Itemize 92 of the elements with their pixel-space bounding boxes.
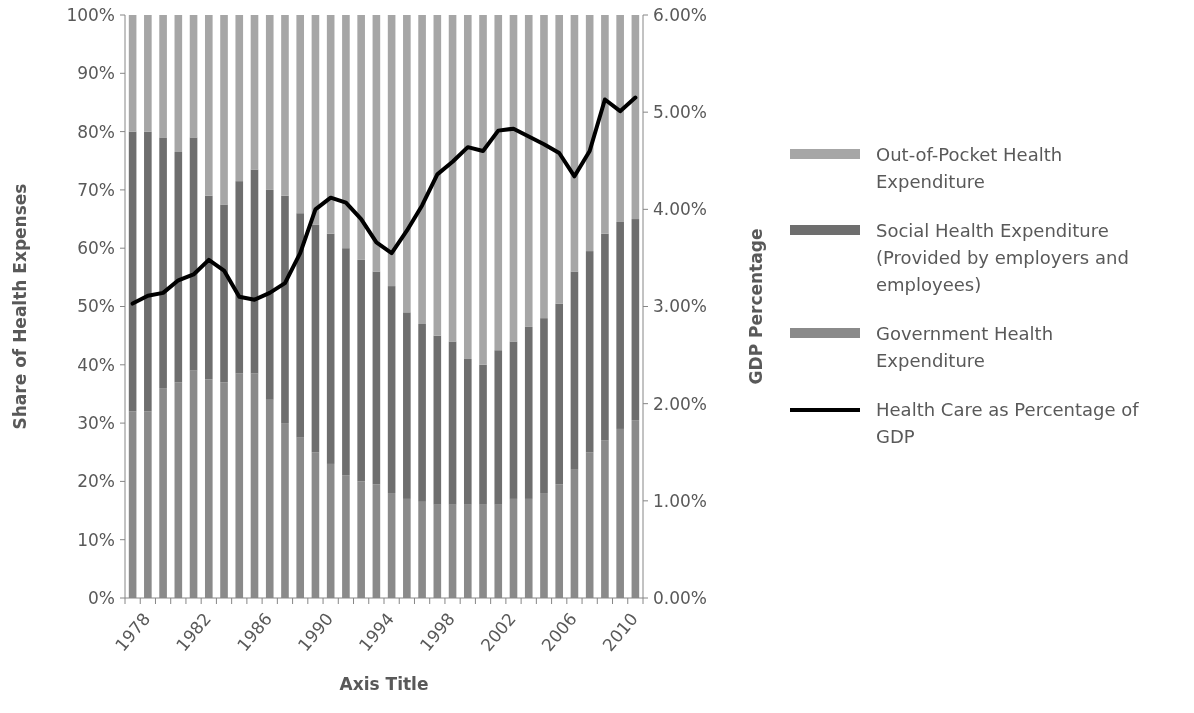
bar [433, 15, 442, 336]
legend-label: Health Care as Percentage of GDP [876, 399, 1140, 448]
bar [418, 323, 426, 502]
bar [433, 335, 442, 505]
bar [311, 224, 320, 453]
bar [448, 15, 457, 342]
y-tick-label: 60% [77, 238, 115, 259]
bar [326, 15, 335, 234]
bar [403, 312, 411, 499]
bar [524, 15, 533, 327]
bar [296, 15, 305, 214]
legend-label: Government Health Expenditure [876, 323, 1054, 372]
bar [265, 15, 274, 190]
bar [570, 15, 579, 272]
bar [463, 15, 472, 359]
y-tick-label: 0% [88, 587, 115, 608]
bar [204, 195, 213, 380]
y2-tick-label: 4.00% [653, 199, 708, 220]
bar [631, 219, 640, 421]
y-tick-label: 70% [77, 179, 115, 200]
y2-tick-label: 0.00% [653, 587, 708, 608]
y2-tick-label: 3.00% [653, 296, 708, 317]
bar [494, 350, 503, 505]
bar [174, 15, 183, 153]
bar [631, 15, 640, 220]
y2-tick-label: 2.00% [653, 393, 708, 414]
bar [509, 15, 518, 342]
y-tick-label: 30% [77, 413, 115, 434]
bar [159, 15, 167, 138]
bar [265, 189, 274, 400]
bar [342, 15, 350, 249]
bar [387, 15, 396, 287]
bar [357, 15, 365, 260]
bar [144, 131, 152, 412]
y-tick-label: 20% [77, 471, 115, 492]
bar [128, 15, 137, 132]
bar [281, 195, 289, 424]
legend-label: Out-of-Pocket Health Expenditure [876, 144, 1063, 193]
bar [372, 271, 381, 485]
bar [509, 341, 518, 499]
bar [555, 15, 564, 304]
bar [174, 152, 183, 383]
bar [281, 15, 289, 196]
bar [357, 259, 365, 482]
bar [296, 213, 305, 438]
bar [524, 326, 533, 499]
x-axis-title: Axis Title [339, 674, 429, 694]
y-axis-title: Share of Health Expenses [10, 183, 30, 430]
bar [235, 181, 244, 374]
legend-label: Social Health Expenditure (Provided by employers and employees) [876, 220, 1129, 296]
bar [479, 364, 487, 505]
bar [601, 233, 609, 441]
bar [403, 15, 411, 313]
y2-axis-title: GDP Percentage [746, 228, 766, 385]
bar [418, 15, 426, 324]
y-tick-label: 100% [66, 4, 115, 25]
y-tick-label: 80% [77, 121, 115, 142]
bar [235, 15, 244, 182]
bar [463, 358, 472, 505]
bar [159, 137, 167, 389]
bar [342, 248, 350, 476]
y-tick-label: 10% [77, 529, 115, 550]
y-tick-label: 40% [77, 354, 115, 375]
line-series [130, 95, 638, 306]
bar [220, 15, 228, 205]
bar [540, 318, 548, 494]
bar [540, 15, 548, 319]
bar [326, 233, 335, 464]
y2-tick-label: 1.00% [653, 490, 708, 511]
bar [250, 15, 259, 170]
y2-tick-label: 6.00% [653, 4, 708, 25]
bar [601, 15, 609, 234]
bar [479, 15, 487, 365]
bar [616, 15, 624, 222]
y-tick-label: 50% [77, 296, 115, 317]
bar [189, 15, 198, 138]
bar [250, 169, 259, 374]
bar [494, 15, 503, 351]
bar [387, 286, 396, 494]
bar [448, 341, 457, 505]
bar [220, 204, 228, 383]
bar [570, 271, 579, 470]
y-tick-label: 90% [77, 63, 115, 84]
bar [144, 15, 152, 132]
bar [372, 15, 381, 272]
bar [616, 221, 624, 429]
bar [555, 303, 564, 485]
y2-tick-label: 5.00% [653, 102, 708, 123]
bar [189, 137, 198, 371]
bar [585, 251, 594, 453]
bar [128, 131, 137, 412]
bar [204, 15, 213, 196]
